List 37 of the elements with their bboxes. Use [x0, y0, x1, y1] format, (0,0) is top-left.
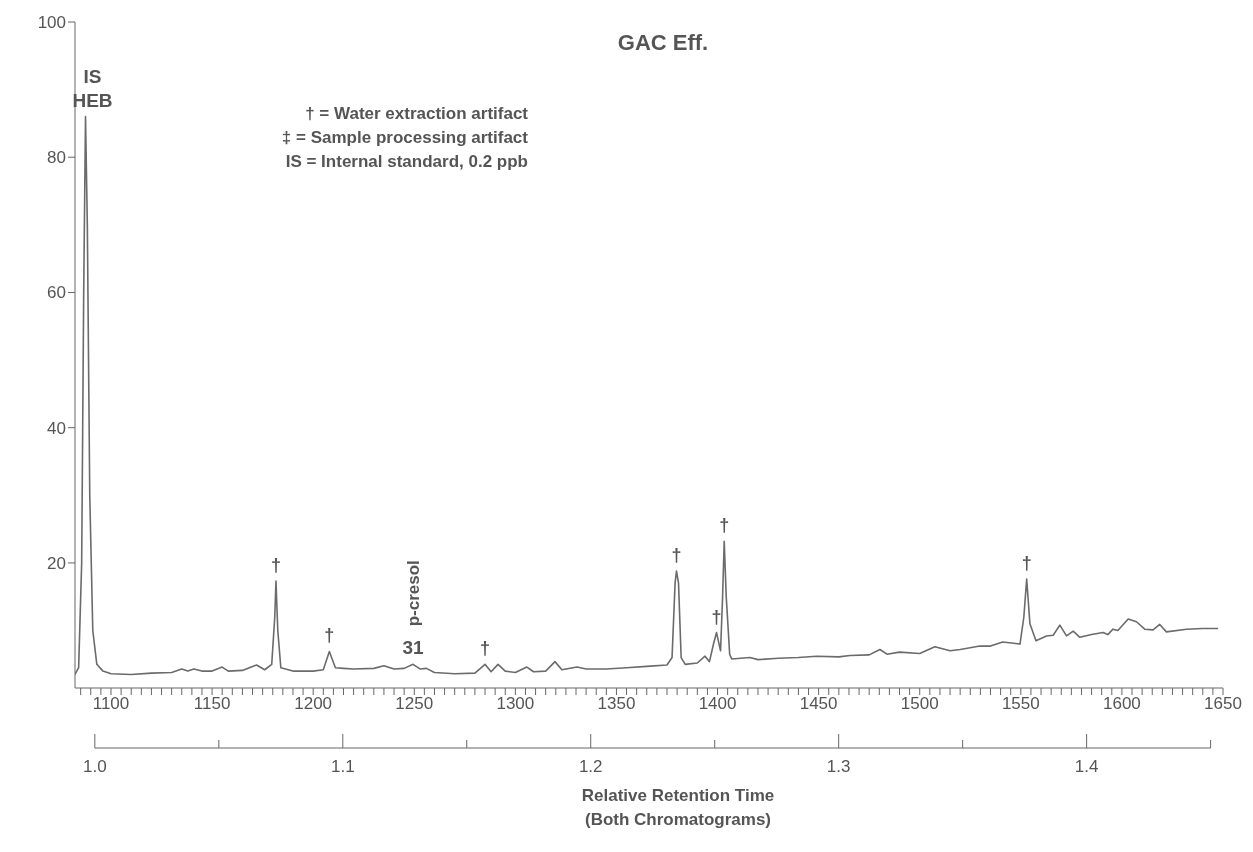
annotation: † — [480, 638, 491, 659]
x-tick-label: 1500 — [900, 694, 939, 714]
annotation: 31 — [402, 637, 425, 659]
x-tick-label: 1200 — [294, 694, 333, 714]
x-tick-label: 1650 — [1204, 694, 1242, 714]
annotation: † — [671, 545, 682, 566]
annotation: † — [324, 625, 335, 646]
annotation: IS = Internal standard, 0.2 ppb — [284, 151, 528, 173]
x-tick-label: 1250 — [395, 694, 434, 714]
annotation: † — [1021, 553, 1032, 574]
annotation: † — [719, 515, 730, 536]
x2-tick-label: 1.3 — [826, 757, 851, 776]
x-tick-label: 1400 — [698, 694, 737, 714]
x2-tick-label: 1.4 — [1074, 757, 1099, 776]
y-tick-label: 60 — [47, 283, 66, 303]
annotation: † = Water extraction artifact — [304, 103, 528, 125]
annotation: ‡ = Sample processing artifact — [281, 127, 528, 149]
x2-tick-label: 1.2 — [578, 757, 603, 776]
y-tick-label: 100 — [37, 13, 66, 33]
x2-tick-label: 1.1 — [330, 757, 355, 776]
annotation: † — [711, 606, 722, 627]
y-tick-label: 40 — [47, 418, 66, 438]
chart-title: GAC Eff. — [616, 30, 710, 56]
annotation: p-cresol — [404, 560, 424, 627]
x-tick-label: 1350 — [597, 694, 636, 714]
x-tick-label: 1600 — [1102, 694, 1141, 714]
annotation: IS HEB — [72, 65, 113, 111]
x-tick-label: 1550 — [1001, 694, 1040, 714]
x2-axis-title: Relative Retention Time (Both Chromatograms) — [580, 785, 776, 831]
x-tick-label: 1450 — [799, 694, 838, 714]
y-tick-label: 80 — [47, 148, 66, 168]
y-tick-label: 20 — [47, 553, 66, 573]
x2-tick-label: 1.0 — [83, 757, 107, 776]
x-tick-label: 1150 — [193, 694, 231, 714]
annotation: † — [270, 555, 281, 576]
x-tick-label: 1100 — [92, 694, 130, 714]
x-tick-label: 1300 — [496, 694, 535, 714]
